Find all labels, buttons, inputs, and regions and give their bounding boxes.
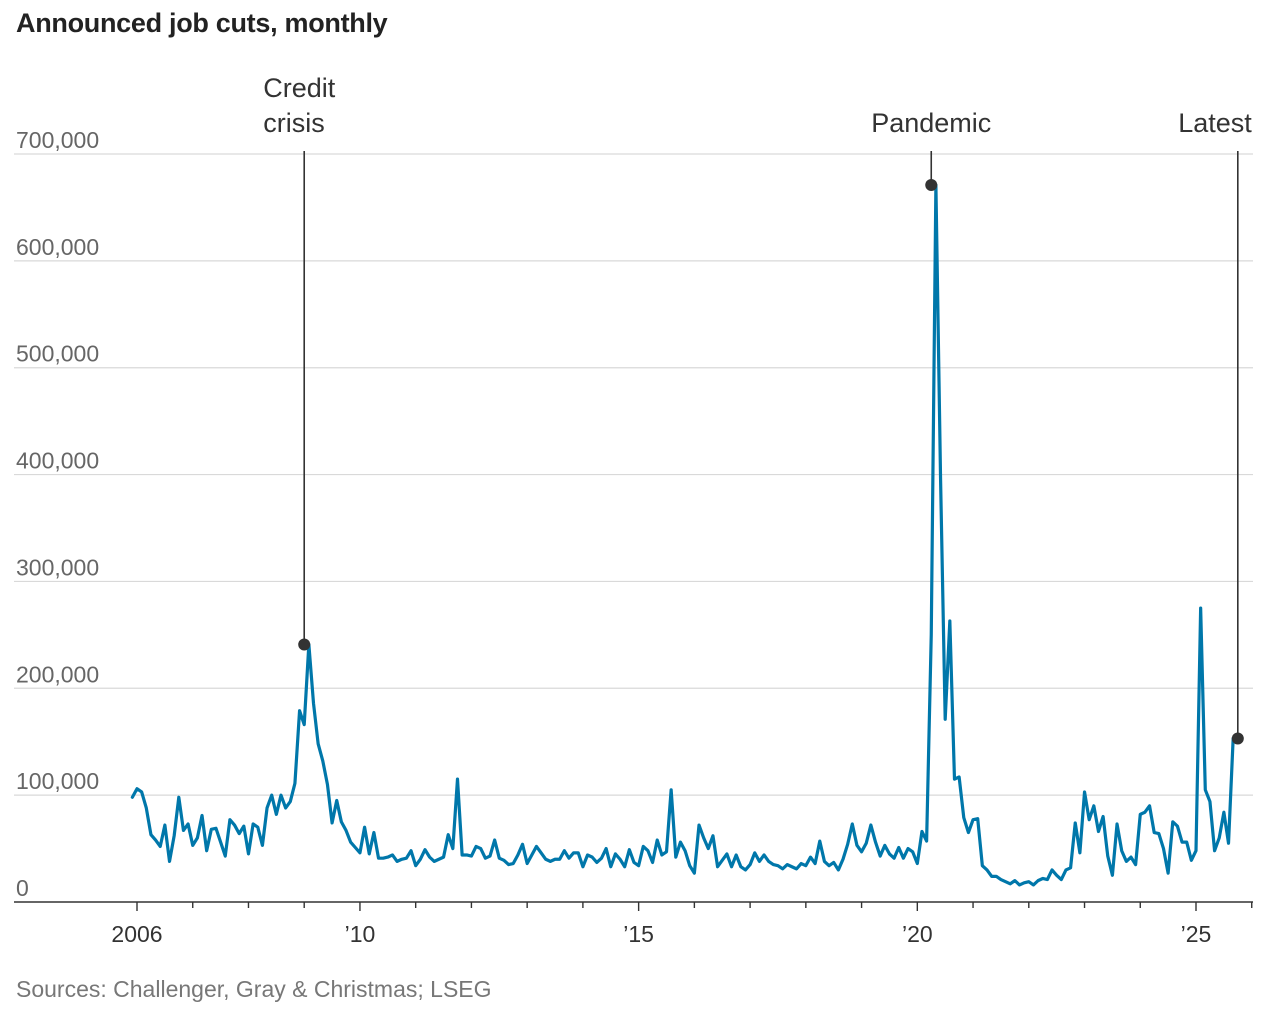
annotation-point	[925, 178, 938, 191]
y-tick-label: 700,000	[16, 127, 99, 153]
annotation-label: Latest	[1178, 108, 1252, 138]
chart-title: Announced job cuts, monthly	[16, 8, 388, 38]
grid-lines	[14, 153, 1253, 796]
y-tick-label: 200,000	[16, 661, 99, 687]
x-tick-label: 2006	[111, 921, 162, 947]
annotation-label: Credit	[263, 73, 336, 103]
annotation-point	[1231, 732, 1244, 745]
y-tick-label: 100,000	[16, 768, 99, 794]
y-tick-label: 600,000	[16, 234, 99, 260]
x-tick-label: ’20	[902, 921, 933, 947]
job-cuts-chart: 0 100,000 200,000 300,000 400,000 500,000 600,…	[14, 73, 1253, 947]
y-tick-label: 300,000	[16, 554, 99, 580]
annotations: Credit crisis Pandemic Latest	[263, 73, 1252, 739]
y-tick-label: 0	[16, 875, 29, 901]
annotation-label: crisis	[263, 108, 325, 138]
data-line-job-cuts	[130, 183, 1235, 887]
annotation-label: Pandemic	[871, 108, 991, 138]
annotation-markers	[298, 178, 1244, 745]
y-tick-label: 500,000	[16, 341, 99, 367]
annotation-point	[298, 638, 311, 651]
x-axis: 2006 ’10 ’15 ’20 ’25	[14, 901, 1253, 947]
y-axis-ticks: 0 100,000 200,000 300,000 400,000 500,000 600,…	[16, 127, 99, 901]
x-tick-label: ’10	[345, 921, 376, 947]
series-layer	[130, 183, 1235, 887]
y-tick-label: 400,000	[16, 448, 99, 474]
x-tick-label: ’15	[623, 921, 654, 947]
source-note: Sources: Challenger, Gray & Christmas; L…	[16, 976, 492, 1002]
x-tick-label: ’25	[1181, 921, 1212, 947]
